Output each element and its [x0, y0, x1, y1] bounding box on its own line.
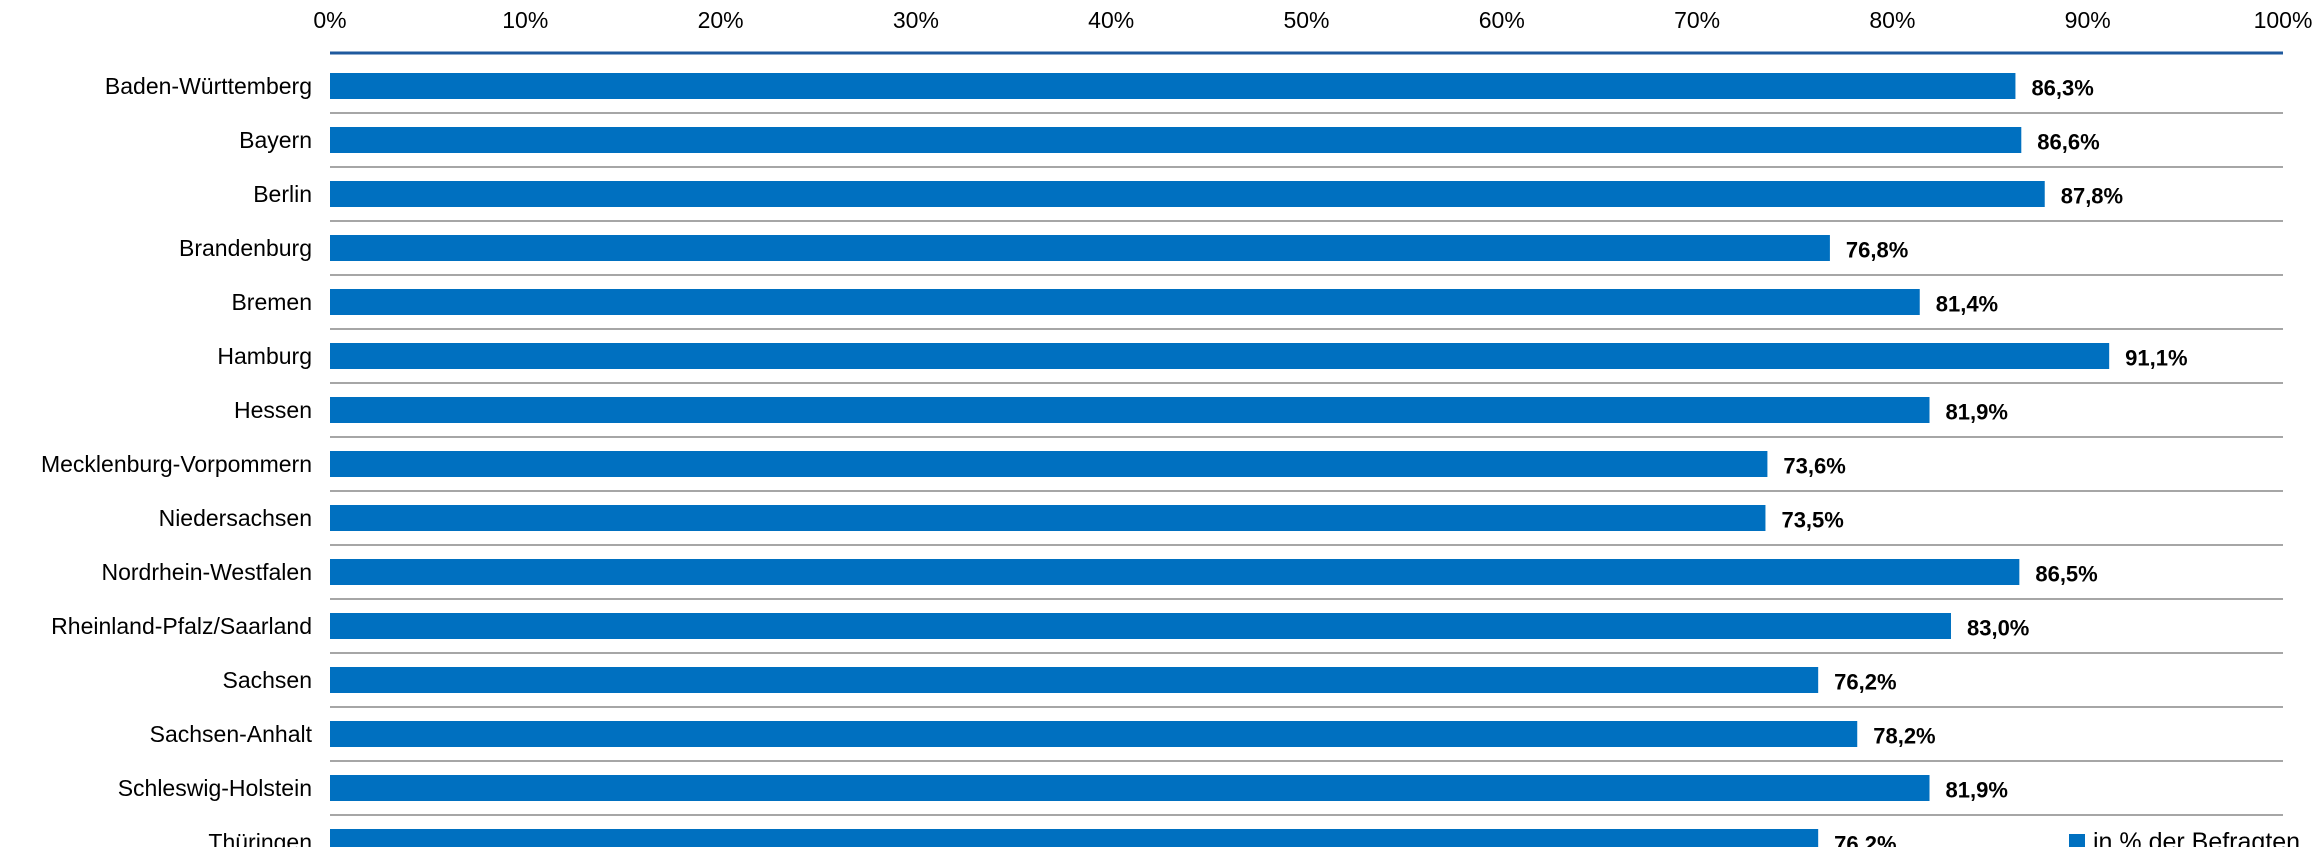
legend: in % der Befragten [2069, 828, 2300, 852]
value-label: 76,2% [1834, 832, 1896, 848]
category-label: Hamburg [217, 343, 312, 369]
category-label: Nordrhein-Westfalen [101, 559, 312, 585]
category-label: Brandenburg [179, 235, 312, 261]
category-label: Sachsen [222, 667, 312, 693]
bar [330, 451, 1768, 477]
value-label: 91,1% [2125, 346, 2187, 371]
value-label: 86,5% [2035, 562, 2097, 587]
x-tick-label: 80% [1869, 7, 1915, 33]
value-labels: 86,3% 86,6% 87,8% 76,8% 81,4% 91,1% 81,9% 73,6%… [1781, 76, 2187, 852]
value-label: 76,2% [1834, 670, 1896, 695]
category-label: Thüringen [208, 829, 312, 847]
x-tick-label: 50% [1283, 7, 1329, 33]
x-tick-label: 30% [893, 7, 939, 33]
category-label: Berlin [253, 181, 312, 207]
bar [330, 775, 1930, 801]
category-label: Bayern [239, 127, 312, 153]
bar [330, 505, 1766, 531]
bars-series [330, 73, 2110, 852]
category-label: Mecklenburg-Vorpommern [41, 451, 312, 477]
x-tick-label: 0% [313, 7, 346, 33]
x-tick-label: 60% [1479, 7, 1525, 33]
bar [330, 73, 2016, 99]
value-label: 81,4% [1936, 292, 1998, 317]
value-label: 78,2% [1873, 724, 1935, 749]
category-separators [330, 112, 2283, 816]
bar [330, 127, 2022, 153]
value-label: 76,8% [1846, 238, 1908, 263]
x-tick-label: 100% [2254, 7, 2313, 33]
bar [330, 181, 2045, 207]
value-label: 81,9% [1946, 400, 2008, 425]
x-tick-label: 40% [1088, 7, 1134, 33]
category-labels: Baden-Württemberg Bayern Berlin Brandenburg… [41, 73, 313, 852]
value-label: 81,9% [1946, 778, 2008, 803]
value-label: 83,0% [1967, 616, 2029, 641]
bar [330, 667, 1819, 693]
legend-swatch [2069, 834, 2085, 850]
x-tick-label: 20% [698, 7, 744, 33]
bar [330, 235, 1830, 261]
category-label: Schleswig-Holstein [118, 775, 312, 801]
category-label: Bremen [231, 289, 312, 315]
x-tick-label: 10% [502, 7, 548, 33]
value-label: 86,3% [2031, 76, 2093, 101]
bar [330, 559, 2020, 585]
category-label: Rheinland-Pfalz/Saarland [51, 613, 312, 639]
category-label: Baden-Württemberg [105, 73, 312, 99]
category-label: Sachsen-Anhalt [150, 721, 313, 747]
value-label: 73,6% [1783, 454, 1845, 479]
value-label: 87,8% [2061, 184, 2123, 209]
bar [330, 343, 2110, 369]
x-axis-ticks: 0% 10% 20% 30% 40% 50% 60% 70% 80% 90% 100% [313, 7, 2313, 55]
bar [330, 289, 1920, 315]
x-tick-label: 70% [1674, 7, 1720, 33]
value-label: 73,5% [1781, 508, 1843, 533]
bar [330, 397, 1930, 423]
category-label: Hessen [234, 397, 312, 423]
category-label: Niedersachsen [159, 505, 312, 531]
bar [330, 721, 1858, 747]
bar [330, 613, 1951, 639]
legend-label: in % der Befragten [2093, 828, 2300, 847]
value-label: 86,6% [2037, 130, 2099, 155]
x-tick-label: 90% [2065, 7, 2111, 33]
bar [330, 829, 1819, 852]
